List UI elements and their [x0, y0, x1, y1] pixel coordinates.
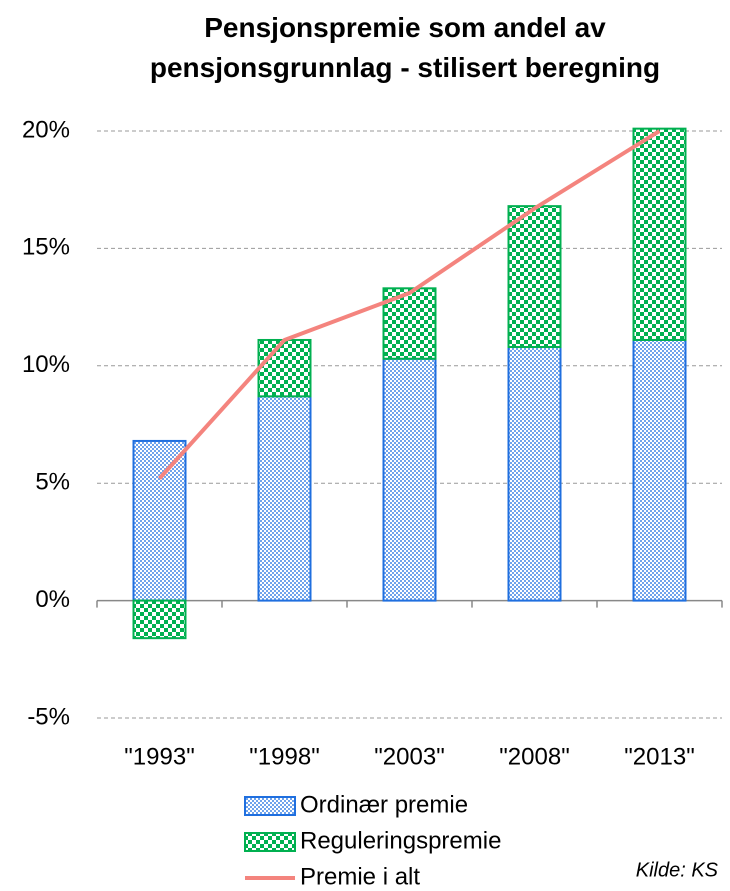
- x-tick-label: "1998": [249, 743, 319, 770]
- legend-label: Premie i alt: [300, 863, 420, 890]
- bar: [382, 357, 437, 602]
- bar: [132, 439, 187, 602]
- bar: [257, 338, 312, 398]
- x-tick-label: "2008": [499, 743, 569, 770]
- x-tick-label: "2013": [624, 743, 694, 770]
- legend-label: Ordinær premie: [300, 791, 468, 818]
- chart-title: Pensjonspremie som andel av pensjonsgrun…: [149, 12, 661, 83]
- y-tick-label: 0%: [35, 586, 70, 613]
- line: [158, 129, 661, 480]
- x-tick-label: "2003": [374, 743, 444, 770]
- legend-swatch: [244, 796, 296, 816]
- y-tick-label: 10%: [22, 351, 70, 378]
- bar: [507, 205, 562, 349]
- bar: [632, 338, 687, 602]
- x-tick-label: "1993": [124, 743, 194, 770]
- bar: [507, 346, 562, 602]
- legend-label: Reguleringspremie: [300, 827, 501, 854]
- bar: [132, 599, 187, 640]
- bar: [632, 127, 687, 341]
- y-tick-label: 20%: [22, 116, 70, 143]
- bar: [257, 395, 312, 602]
- y-tick-label: -5%: [27, 703, 70, 730]
- y-tick-label: 15%: [22, 234, 70, 261]
- y-tick-label: 5%: [35, 469, 70, 496]
- source: Kilde: KS: [636, 859, 719, 881]
- legend-swatch: [244, 832, 296, 852]
